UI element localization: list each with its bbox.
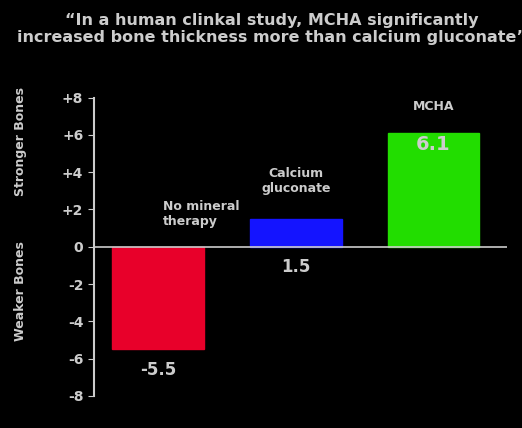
Text: Weaker Bones: Weaker Bones — [15, 241, 27, 341]
Text: MCHA: MCHA — [413, 101, 454, 113]
Text: “In a human clinkal study, MCHA significantly
increased bone thickness more than: “In a human clinkal study, MCHA signific… — [17, 13, 522, 45]
Text: -5.5: -5.5 — [140, 361, 176, 379]
Text: Calcium
gluconate: Calcium gluconate — [261, 166, 330, 194]
Bar — [250, 219, 342, 247]
Text: No mineral
therapy: No mineral therapy — [163, 200, 239, 228]
Text: 1.5: 1.5 — [281, 258, 311, 276]
Text: 6.1: 6.1 — [416, 135, 451, 154]
Bar — [388, 133, 479, 247]
Text: Stronger Bones: Stronger Bones — [15, 87, 27, 196]
Bar — [112, 247, 204, 349]
